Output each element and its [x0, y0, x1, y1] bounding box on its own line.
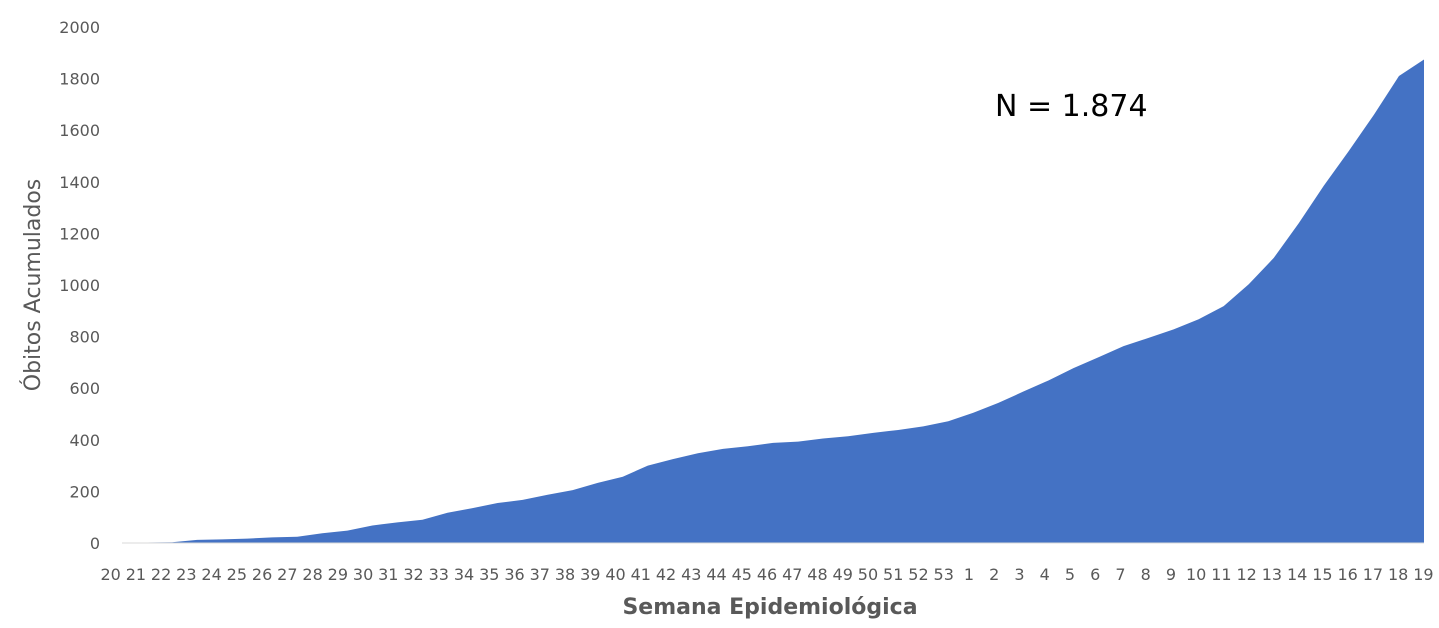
plot-area [122, 59, 1424, 544]
y-axis-label: Óbitos Acumulados [20, 179, 46, 392]
x-tick-label: 5 [1065, 565, 1075, 584]
x-tick-label: 25 [227, 565, 247, 584]
x-tick-label: 2 [989, 565, 999, 584]
x-tick-label: 17 [1363, 565, 1383, 584]
x-tick-label: 15 [1312, 565, 1332, 584]
x-tick-label: 39 [580, 565, 600, 584]
x-tick-label: 42 [656, 565, 676, 584]
x-tick-label: 24 [201, 565, 221, 584]
x-axis-ticks: 20 21 22 23 24 25 26 27 28 29 30 31 32 33 34 35 36 37 38 39… [100, 565, 1433, 584]
x-tick-label: 16 [1337, 565, 1357, 584]
y-tick-label: 600 [69, 379, 100, 398]
x-tick-label: 22 [151, 565, 171, 584]
x-tick-label: 31 [378, 565, 398, 584]
x-tick-label: 8 [1141, 565, 1151, 584]
x-tick-label: 52 [908, 565, 928, 584]
x-tick-label: 33 [429, 565, 449, 584]
x-axis-label: Semana Epidemiológica [622, 595, 917, 620]
x-tick-label: 4 [1040, 565, 1050, 584]
y-tick-label: 2000 [59, 18, 100, 37]
x-tick-label: 7 [1115, 565, 1125, 584]
x-tick-label: 41 [631, 565, 651, 584]
x-tick-label: 23 [176, 565, 196, 584]
x-tick-label: 45 [732, 565, 752, 584]
x-tick-label: 28 [302, 565, 322, 584]
x-tick-label: 9 [1166, 565, 1176, 584]
x-tick-label: 11 [1211, 565, 1231, 584]
x-tick-label: 18 [1388, 565, 1408, 584]
y-tick-label: 0 [90, 534, 100, 553]
x-tick-label: 10 [1186, 565, 1206, 584]
y-tick-label: 1600 [59, 121, 100, 140]
x-tick-label: 3 [1014, 565, 1024, 584]
x-tick-label: 51 [883, 565, 903, 584]
x-tick-label: 40 [605, 565, 625, 584]
x-tick-label: 43 [681, 565, 701, 584]
x-tick-label: 34 [454, 565, 474, 584]
y-tick-label: 200 [69, 482, 100, 501]
x-tick-label: 35 [479, 565, 499, 584]
x-tick-label: 32 [403, 565, 423, 584]
x-tick-label: 46 [757, 565, 777, 584]
x-tick-label: 53 [934, 565, 954, 584]
x-tick-label: 49 [833, 565, 853, 584]
y-axis-ticks: 0 200 400 600 800 1000 1200 1400 1600 1800 2000 [59, 18, 100, 553]
x-tick-label: 48 [807, 565, 827, 584]
y-tick-label: 1000 [59, 276, 100, 295]
x-tick-label: 14 [1287, 565, 1307, 584]
x-tick-label: 36 [504, 565, 524, 584]
y-tick-label: 800 [69, 328, 100, 347]
x-tick-label: 44 [706, 565, 726, 584]
x-tick-label: 37 [530, 565, 550, 584]
x-tick-label: 12 [1236, 565, 1256, 584]
y-tick-label: 1200 [59, 224, 100, 243]
x-tick-label: 6 [1090, 565, 1100, 584]
x-tick-label: 13 [1262, 565, 1282, 584]
x-tick-label: 21 [126, 565, 146, 584]
x-tick-label: 50 [858, 565, 878, 584]
cumulative-deaths-area [122, 59, 1424, 543]
y-tick-label: 1800 [59, 70, 100, 89]
x-tick-label: 26 [252, 565, 272, 584]
x-tick-label: 29 [328, 565, 348, 584]
x-tick-label: 30 [353, 565, 373, 584]
n-annotation: N = 1.874 [995, 89, 1148, 124]
y-tick-label: 400 [69, 431, 100, 450]
x-tick-label: 1 [964, 565, 974, 584]
y-tick-label: 1400 [59, 173, 100, 192]
x-tick-label: 47 [782, 565, 802, 584]
x-tick-label: 20 [100, 565, 120, 584]
x-tick-label: 19 [1413, 565, 1433, 584]
x-tick-label: 38 [555, 565, 575, 584]
x-tick-label: 27 [277, 565, 297, 584]
